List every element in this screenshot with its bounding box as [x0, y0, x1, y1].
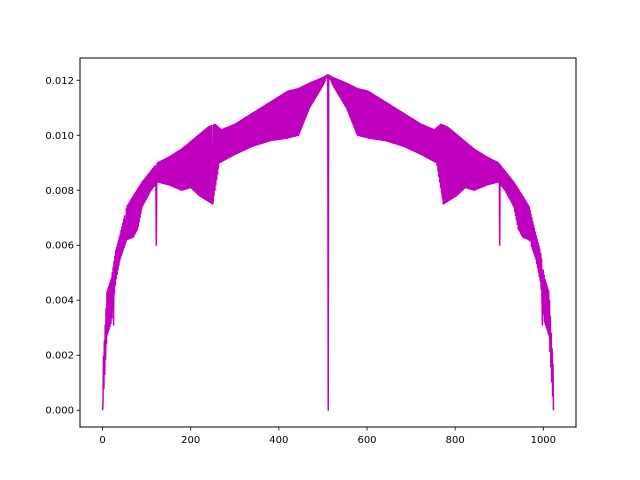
x-tick-label: 400	[269, 435, 288, 446]
y-tick-label: 0.006	[45, 241, 74, 252]
y-tick-label: 0.012	[45, 76, 74, 87]
y-tick-label: 0.008	[45, 186, 74, 197]
x-tick-label: 0	[99, 435, 105, 446]
y-tick-label: 0.004	[45, 296, 74, 307]
y-tick-label: 0.000	[45, 406, 74, 417]
y-axis: 0.000 0.002 0.004 0.006 0.008 0.010 0.012	[45, 76, 80, 417]
x-axis: 0 200 400 600 800 1000	[99, 427, 556, 446]
x-tick-label: 200	[181, 435, 200, 446]
x-tick-label: 1000	[531, 435, 556, 446]
series-layer	[101, 74, 555, 411]
plot-frame	[79, 57, 577, 428]
y-tick-label: 0.010	[45, 131, 74, 142]
series-line	[101, 74, 555, 411]
x-tick-label: 600	[357, 435, 376, 446]
x-tick-label: 800	[446, 435, 465, 446]
y-tick-label: 0.002	[45, 351, 74, 362]
